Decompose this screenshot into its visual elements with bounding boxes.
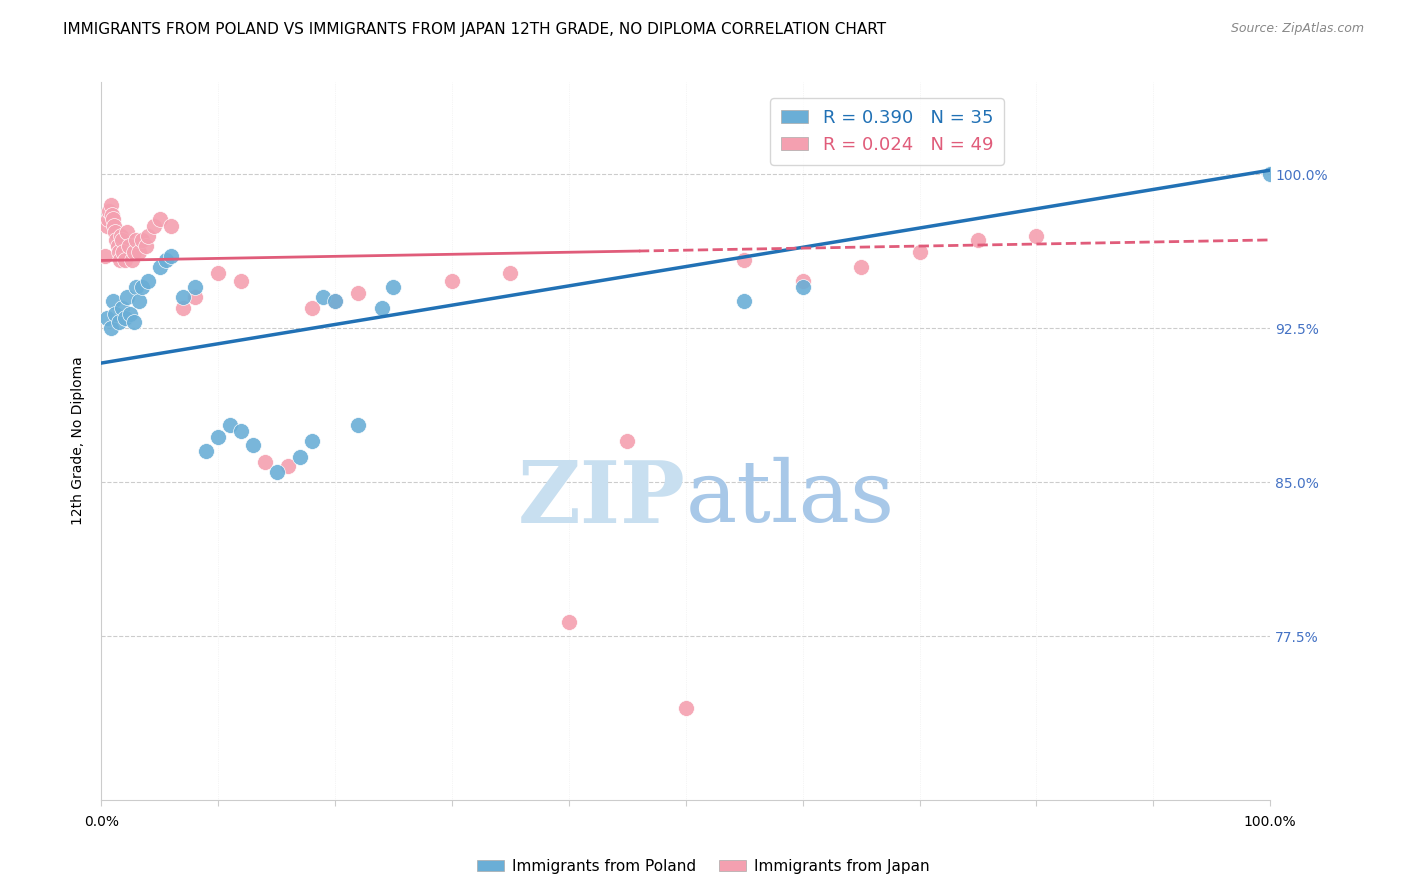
- Point: [908, 245, 931, 260]
- Point: [347, 286, 370, 301]
- Point: [96, 310, 118, 325]
- Point: [114, 310, 136, 325]
- Point: [792, 274, 814, 288]
- Point: [131, 233, 153, 247]
- Point: [499, 266, 522, 280]
- Text: 0.0%: 0.0%: [84, 814, 118, 829]
- Point: [122, 245, 145, 260]
- Point: [288, 450, 311, 465]
- Point: [103, 219, 125, 233]
- Point: [125, 280, 148, 294]
- Point: [266, 465, 288, 479]
- Point: [128, 245, 150, 260]
- Point: [558, 615, 581, 629]
- Point: [135, 239, 157, 253]
- Point: [128, 294, 150, 309]
- Point: [111, 233, 134, 247]
- Point: [160, 249, 183, 263]
- Point: [301, 434, 323, 448]
- Point: [733, 294, 755, 309]
- Point: [172, 301, 194, 315]
- Point: [101, 212, 124, 227]
- Point: [100, 321, 122, 335]
- Point: [93, 249, 115, 263]
- Point: [100, 198, 122, 212]
- Text: 100.0%: 100.0%: [1244, 814, 1296, 829]
- Point: [121, 253, 143, 268]
- Point: [115, 290, 138, 304]
- Point: [440, 274, 463, 288]
- Point: [112, 245, 135, 260]
- Point: [184, 280, 207, 294]
- Point: [1025, 228, 1047, 243]
- Point: [111, 301, 134, 315]
- Legend: Immigrants from Poland, Immigrants from Japan: Immigrants from Poland, Immigrants from …: [471, 853, 935, 880]
- Point: [733, 253, 755, 268]
- Point: [96, 219, 118, 233]
- Point: [115, 225, 138, 239]
- Point: [131, 280, 153, 294]
- Point: [104, 225, 127, 239]
- Point: [1258, 167, 1281, 181]
- Point: [277, 458, 299, 473]
- Point: [114, 253, 136, 268]
- Point: [371, 301, 394, 315]
- Point: [172, 290, 194, 304]
- Point: [301, 301, 323, 315]
- Point: [142, 219, 165, 233]
- Text: atlas: atlas: [686, 457, 894, 540]
- Point: [120, 307, 142, 321]
- Point: [207, 266, 229, 280]
- Point: [323, 294, 346, 309]
- Point: [160, 219, 183, 233]
- Point: [382, 280, 405, 294]
- Point: [100, 208, 122, 222]
- Point: [104, 307, 127, 321]
- Point: [207, 430, 229, 444]
- Point: [108, 253, 131, 268]
- Point: [98, 204, 121, 219]
- Point: [792, 280, 814, 294]
- Point: [323, 294, 346, 309]
- Point: [218, 417, 240, 432]
- Point: [107, 245, 129, 260]
- Legend: R = 0.390   N = 35, R = 0.024   N = 49: R = 0.390 N = 35, R = 0.024 N = 49: [770, 98, 1004, 165]
- Point: [110, 228, 132, 243]
- Text: IMMIGRANTS FROM POLAND VS IMMIGRANTS FROM JAPAN 12TH GRADE, NO DIPLOMA CORRELATI: IMMIGRANTS FROM POLAND VS IMMIGRANTS FRO…: [63, 22, 886, 37]
- Point: [149, 260, 172, 274]
- Point: [105, 233, 128, 247]
- Point: [97, 212, 120, 227]
- Point: [125, 233, 148, 247]
- Point: [231, 274, 253, 288]
- Point: [122, 315, 145, 329]
- Point: [136, 228, 159, 243]
- Text: Source: ZipAtlas.com: Source: ZipAtlas.com: [1230, 22, 1364, 36]
- Point: [118, 239, 141, 253]
- Point: [195, 444, 218, 458]
- Point: [155, 253, 177, 268]
- Point: [149, 212, 172, 227]
- Point: [675, 701, 697, 715]
- Point: [312, 290, 335, 304]
- Point: [107, 315, 129, 329]
- Point: [967, 233, 990, 247]
- Point: [242, 438, 264, 452]
- Point: [107, 239, 129, 253]
- Point: [347, 417, 370, 432]
- Point: [184, 290, 207, 304]
- Point: [136, 274, 159, 288]
- Point: [253, 454, 276, 468]
- Point: [101, 294, 124, 309]
- Point: [616, 434, 638, 448]
- Text: ZIP: ZIP: [517, 457, 686, 541]
- Y-axis label: 12th Grade, No Diploma: 12th Grade, No Diploma: [72, 357, 86, 525]
- Point: [849, 260, 872, 274]
- Point: [231, 424, 253, 438]
